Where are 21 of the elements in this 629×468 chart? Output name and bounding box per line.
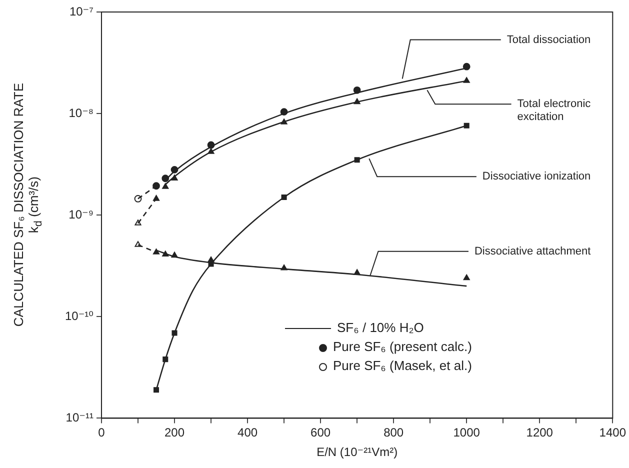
y-tick-label: 10⁻¹¹ [66,410,94,425]
x-tick-label: 1000 [453,426,480,440]
x-tick-label: 1200 [526,426,554,440]
y-tick-label: 10⁻⁹ [68,207,94,222]
y-tick-label: 10⁻⁷ [69,4,94,18]
x-tick-label: 1400 [599,426,626,440]
y-tick-label: 10⁻⁸ [68,106,94,120]
annotation: Total electronic excitation [517,98,592,124]
x-tick-label: 800 [384,426,404,440]
x-tick-label: 600 [310,426,331,440]
x-tick-label: 200 [164,426,185,440]
x-tick-label: 400 [238,426,258,440]
annotation: Dissociative ionization [482,170,591,183]
legend-label: Pure SF₆ (Masek, et al.) [333,358,472,373]
x-axis-title: E/N (10⁻²¹Vm²) [316,445,398,460]
legend-label: Pure SF₆ (present calc.) [333,339,472,354]
y-tick-label: 10⁻¹⁰ [64,308,94,323]
annotation: Total dissociation [506,34,591,46]
legend-label: SF₆ / 10% H₂O [337,320,424,335]
annotation: Dissociative attachment [474,245,591,258]
x-tick-label: 0 [98,426,106,440]
